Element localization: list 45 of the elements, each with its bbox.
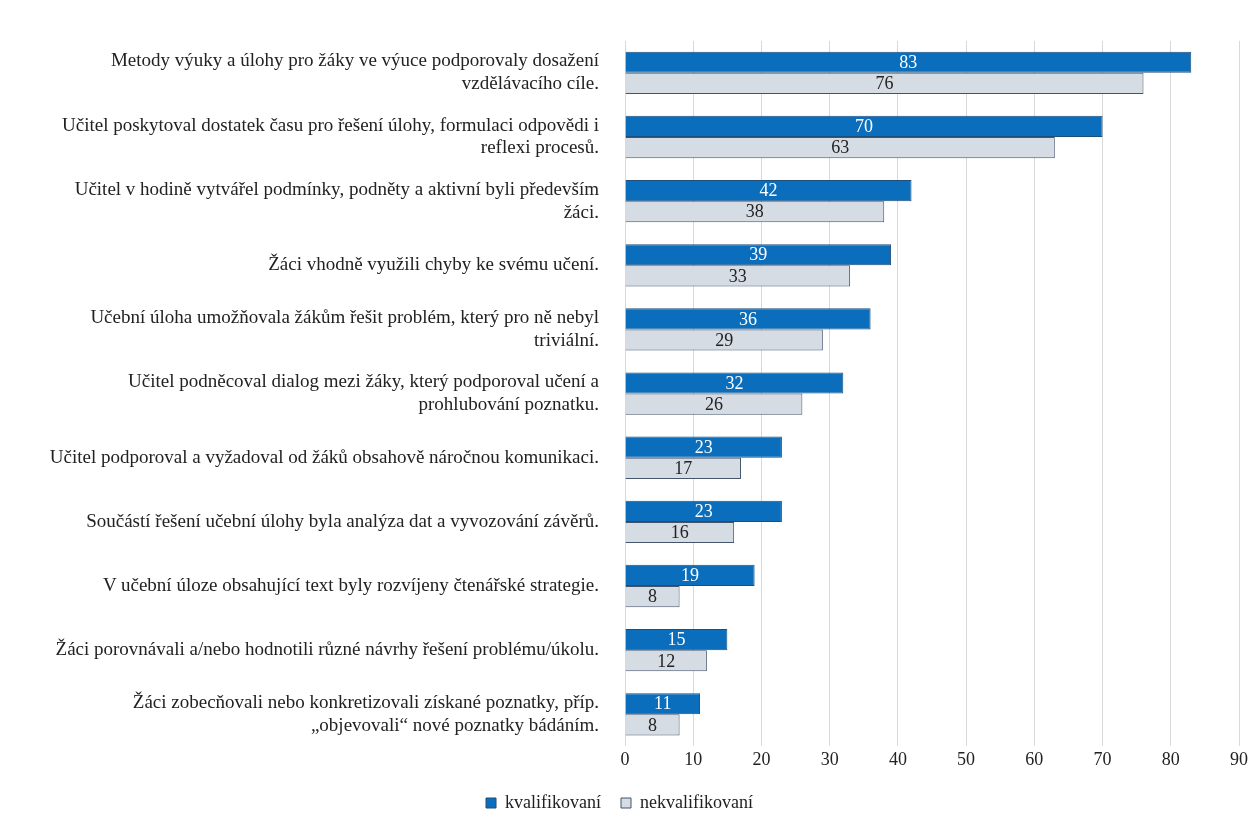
data-label: 17 bbox=[674, 458, 693, 479]
x-tick-label: 20 bbox=[752, 748, 771, 769]
x-tick-label: 30 bbox=[820, 748, 839, 769]
data-label: 36 bbox=[739, 308, 758, 329]
x-tick-label: 50 bbox=[957, 748, 976, 769]
data-label: 39 bbox=[749, 244, 768, 265]
x-tick-label: 80 bbox=[1161, 748, 1180, 769]
data-label: 76 bbox=[875, 73, 894, 94]
data-label: 32 bbox=[725, 372, 744, 393]
data-label: 38 bbox=[745, 201, 764, 222]
x-tick-label: 60 bbox=[1025, 748, 1044, 769]
data-label: 8 bbox=[648, 714, 658, 735]
y-tick-label: Žáci vhodně využili chyby ke svému učení. bbox=[268, 253, 599, 275]
y-tick-label: Učitel podněcoval dialog mezi žáky, který podporoval učení a prohlubování poznatku. bbox=[128, 370, 600, 414]
y-tick-label: Součástí řešení učební úlohy byla analýza dat a vyvozování závěrů. bbox=[86, 509, 599, 531]
legend-label: kvalifikovaní bbox=[505, 791, 602, 812]
y-tick-label: Metody výuky a úlohy pro žáky ve výuce podporovaly dosažení vzdělávacího cíle. bbox=[110, 49, 600, 94]
data-label: 12 bbox=[657, 650, 676, 671]
y-tick-label: Učitel v hodině vytvářel podmínky, podněty a aktivní byli především žáci. bbox=[74, 177, 600, 222]
data-label: 19 bbox=[681, 565, 700, 586]
legend-label: nekvalifikovaní bbox=[640, 791, 753, 812]
data-label: 8 bbox=[648, 586, 658, 607]
data-label: 23 bbox=[694, 436, 713, 457]
data-label: 15 bbox=[667, 629, 686, 650]
y-tick-label: Učitel poskytoval dostatek času pro řešení úlohy, formulaci odpovědi i reflexi procesů. bbox=[62, 113, 599, 158]
x-tick-label: 70 bbox=[1093, 748, 1112, 769]
data-label: 11 bbox=[654, 693, 672, 714]
data-label: 29 bbox=[715, 329, 734, 350]
y-tick-label: Žáci zobecňovali nebo konkretizovali získané poznatky, příp. „objevovali“ nové poznatky bádáním. bbox=[132, 690, 599, 735]
y-tick-label: V učební úloze obsahující text byly rozvíjeny čtenářské strategie. bbox=[102, 574, 599, 596]
y-tick-label: Učitel podporoval a vyžadoval od žáků obsahově náročnou komunikaci. bbox=[49, 445, 599, 467]
data-label: 63 bbox=[831, 137, 850, 158]
data-label: 42 bbox=[759, 180, 778, 201]
data-label: 70 bbox=[855, 116, 874, 137]
data-label: 83 bbox=[899, 52, 918, 73]
x-tick-label: 10 bbox=[684, 748, 703, 769]
data-label: 33 bbox=[728, 265, 747, 286]
y-tick-label: Učební úloha umožňovala žákům řešit problém, který pro ně nebyl triviální. bbox=[90, 306, 599, 350]
data-label: 23 bbox=[694, 501, 713, 522]
x-tick-label: 90 bbox=[1230, 748, 1248, 769]
x-tick-label: 0 bbox=[620, 748, 630, 769]
y-tick-label: Žáci porovnávali a/nebo hodnotili různé návrhy řešení problému/úkolu. bbox=[55, 638, 599, 660]
data-label: 26 bbox=[704, 393, 723, 414]
x-tick-label: 40 bbox=[888, 748, 907, 769]
data-label: 16 bbox=[670, 522, 689, 543]
